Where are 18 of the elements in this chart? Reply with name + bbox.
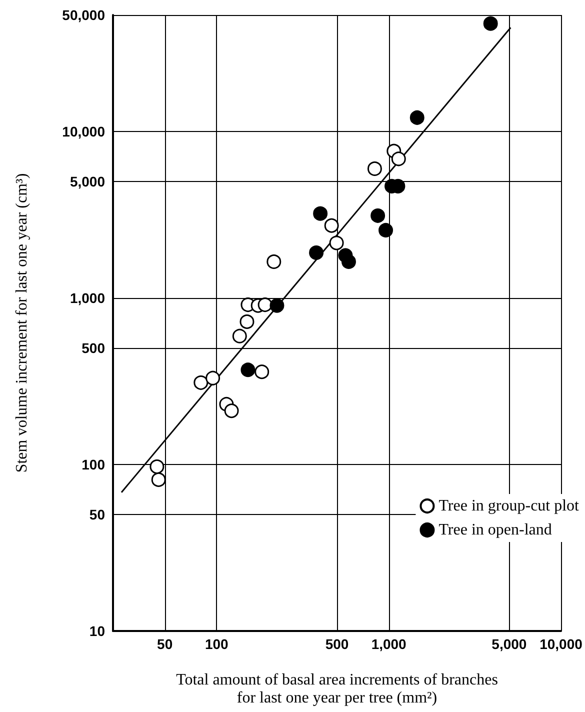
y-tick-label: 50,000 bbox=[62, 7, 106, 23]
x-tick-label: 50 bbox=[157, 636, 173, 652]
legend-label: Tree in group-cut plot bbox=[438, 498, 580, 514]
x-tick-label: 500 bbox=[325, 636, 349, 652]
legend-label: Tree in open-land bbox=[438, 522, 552, 538]
y-tick-label: 100 bbox=[82, 456, 106, 472]
y-tick-label: 10,000 bbox=[62, 123, 106, 140]
y-tick-label: 10 bbox=[89, 623, 106, 639]
x-tick-label: 1,000 bbox=[371, 636, 407, 652]
y-tick-label: 500 bbox=[82, 340, 106, 356]
y-tick-label: 5,000 bbox=[70, 174, 106, 190]
y-tick-label: 50 bbox=[89, 506, 106, 523]
y-tick-label: 1,000 bbox=[70, 290, 106, 306]
x-tick-label: 5,000 bbox=[492, 636, 527, 652]
x-tick-label: 100 bbox=[204, 636, 229, 652]
x-axis-title: Total amount of basal area increments of branches for last one year per tree (mm²) bbox=[176, 672, 498, 706]
x-tick-label: 10,000 bbox=[540, 636, 583, 652]
y-axis-title: Stem volume increment for last one year (cm³) bbox=[14, 173, 30, 473]
